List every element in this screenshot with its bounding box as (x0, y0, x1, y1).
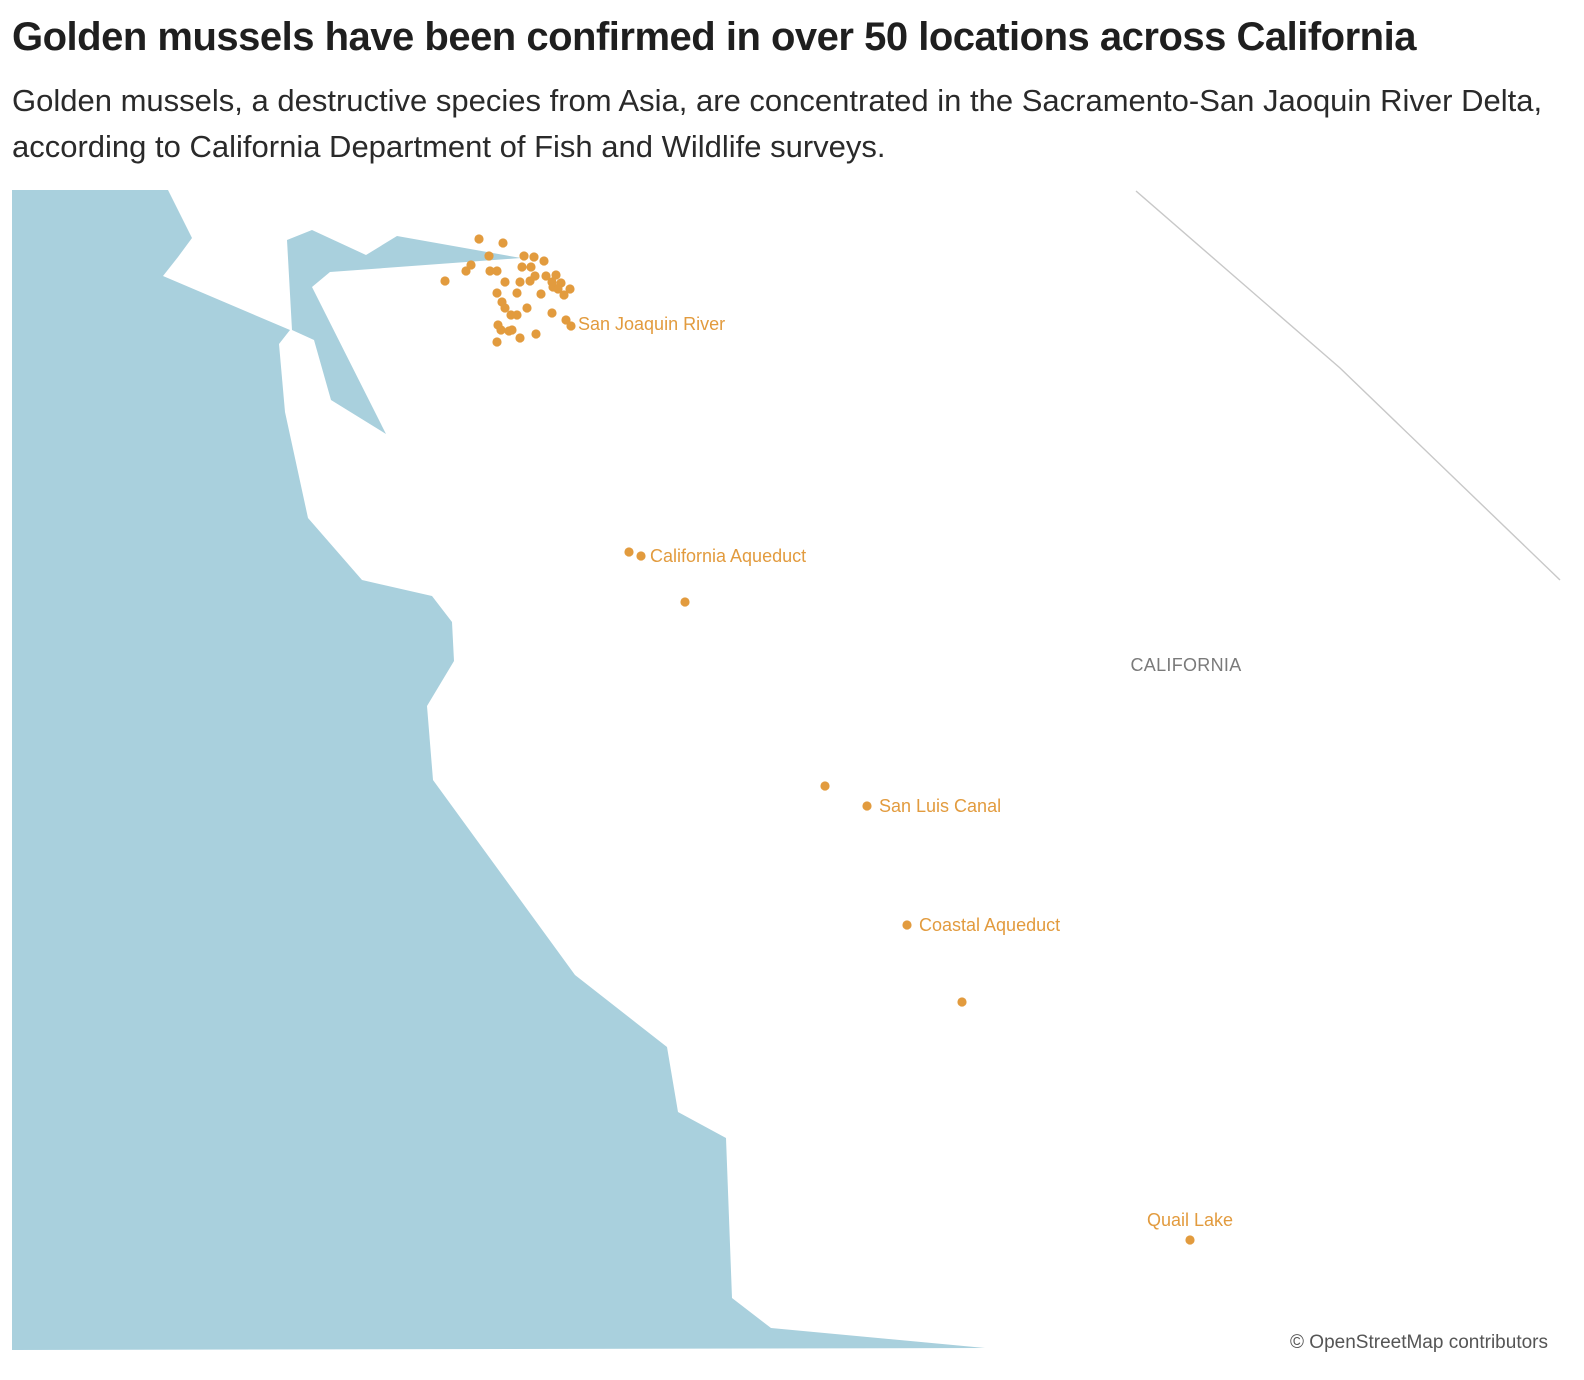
pacific-ocean (12, 190, 985, 1350)
location-marker (512, 288, 522, 298)
label-coastal-aqueduct: Coastal Aqueduct (919, 915, 1060, 935)
map-attribution: © OpenStreetMap contributors (1288, 1332, 1550, 1354)
location-marker (492, 266, 502, 276)
location-marker (565, 284, 575, 294)
label-san-luis-canal: San Luis Canal (879, 796, 1001, 816)
location-labels: San Joaquin River California Aqueduct Sa… (578, 314, 1233, 1230)
location-marker (519, 251, 529, 261)
location-marker (492, 288, 502, 298)
label-san-joaquin-river: San Joaquin River (578, 314, 725, 334)
map-title: Golden mussels have been confirmed in ov… (12, 15, 1416, 59)
label-quail-lake: Quail Lake (1147, 1210, 1233, 1230)
location-marker (566, 321, 576, 331)
region-label: CALIFORNIA (1130, 655, 1241, 675)
location-marker (531, 329, 541, 339)
location-marker (500, 277, 510, 287)
location-marker (624, 547, 634, 557)
location-marker (902, 920, 912, 930)
location-marker (522, 303, 532, 313)
location-marker (492, 337, 502, 347)
map-subtitle: Golden mussels, a destructive species fr… (12, 83, 1543, 164)
state-border (1135, 190, 1561, 581)
location-marker (496, 325, 506, 335)
location-marker (820, 781, 830, 791)
location-marker (551, 270, 561, 280)
location-marker (529, 252, 539, 262)
location-marker (500, 303, 510, 313)
southern-markers (624, 547, 1195, 1245)
location-marker (547, 308, 557, 318)
location-marker (515, 333, 525, 343)
location-marker (541, 271, 551, 281)
location-marker (474, 234, 484, 244)
location-marker (1185, 1235, 1195, 1245)
location-marker (440, 276, 450, 286)
location-marker (680, 597, 690, 607)
location-marker (636, 551, 646, 561)
location-marker (485, 266, 495, 276)
location-marker (515, 277, 525, 287)
location-marker (957, 997, 967, 1007)
location-marker (862, 801, 872, 811)
location-marker (526, 262, 536, 272)
delta-marker-cluster (440, 234, 576, 347)
location-marker (484, 251, 494, 261)
location-marker (536, 289, 546, 299)
location-marker (553, 284, 563, 294)
location-marker (507, 325, 517, 335)
label-california-aqueduct: California Aqueduct (650, 546, 806, 566)
location-marker (461, 266, 471, 276)
location-marker (512, 310, 522, 320)
location-marker (559, 290, 569, 300)
location-marker (525, 276, 535, 286)
location-marker (539, 256, 549, 266)
location-marker (517, 262, 527, 272)
bay-arm (287, 230, 521, 434)
location-marker (498, 238, 508, 248)
